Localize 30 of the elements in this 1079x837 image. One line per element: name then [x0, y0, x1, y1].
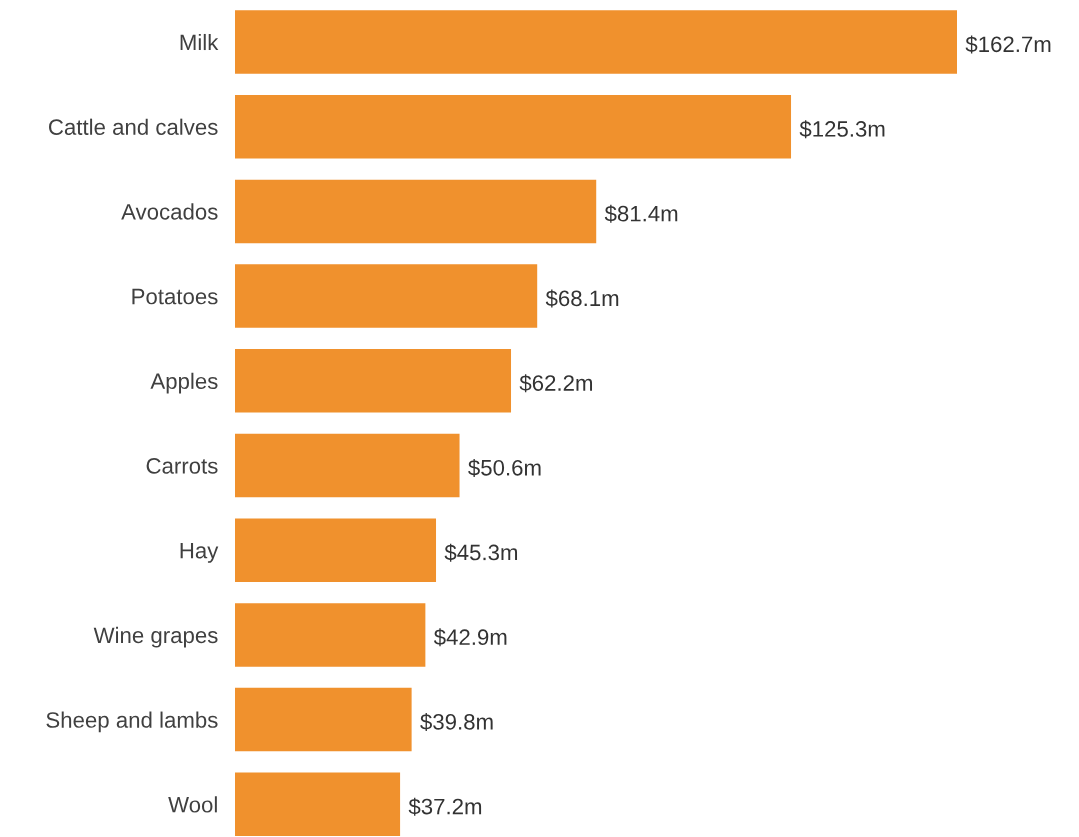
- y-tick-label: Wool: [168, 796, 217, 813]
- data-label: $37.2m: [408, 797, 482, 816]
- y-tick-label: Carrots: [146, 458, 218, 474]
- y-tick-label: Wine grapes: [93, 626, 218, 648]
- data-label: $45.3m: [444, 543, 518, 562]
- y-tick-label: Potatoes: [132, 288, 218, 305]
- y-tick-label: Sheep and lambs: [46, 711, 218, 733]
- bar: [235, 10, 957, 74]
- data-label: $81.4m: [604, 204, 678, 223]
- bar: [235, 433, 460, 498]
- data-label: $68.1m: [545, 289, 619, 308]
- data-label: $125.3m: [799, 120, 885, 139]
- bar: [235, 264, 538, 328]
- bar: [235, 179, 597, 244]
- y-tick-label: Hay: [180, 542, 219, 563]
- data-label: $50.6m: [468, 458, 541, 477]
- bar: [235, 349, 512, 413]
- y-tick-label: Apples: [150, 372, 218, 394]
- y-tick-label: Cattle and calves: [49, 118, 218, 135]
- data-label: $62.2m: [519, 374, 593, 393]
- bar: [235, 772, 401, 837]
- bar: [235, 603, 426, 667]
- bar: [235, 94, 792, 159]
- y-tick-label: Milk: [180, 33, 219, 51]
- data-label: $162.7m: [965, 35, 1051, 54]
- y-tick-label: Avocados: [121, 203, 218, 220]
- data-label: $39.8m: [420, 713, 493, 732]
- bar: [235, 687, 412, 752]
- bar: [235, 518, 437, 582]
- data-label: $42.9m: [433, 628, 507, 647]
